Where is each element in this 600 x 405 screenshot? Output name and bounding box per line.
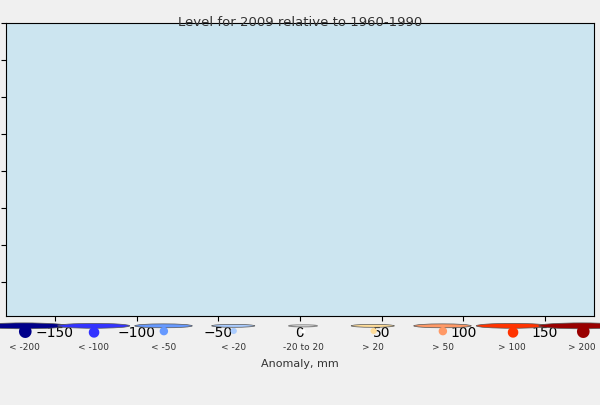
- Text: ●: ●: [230, 326, 237, 335]
- Text: ●: ●: [88, 323, 100, 337]
- Text: -20 to 20: -20 to 20: [283, 342, 323, 351]
- Text: < -200: < -200: [8, 342, 40, 351]
- Circle shape: [539, 323, 600, 329]
- Circle shape: [351, 324, 394, 328]
- Circle shape: [212, 324, 255, 328]
- Text: ●: ●: [506, 323, 518, 337]
- Circle shape: [58, 324, 130, 328]
- Text: > 100: > 100: [499, 342, 526, 351]
- Circle shape: [289, 325, 317, 327]
- Text: > 20: > 20: [362, 342, 383, 351]
- Text: ●: ●: [437, 325, 448, 335]
- Text: ●: ●: [17, 321, 31, 339]
- Text: Level for 2009 relative to 1960-1990: Level for 2009 relative to 1960-1990: [178, 16, 422, 29]
- Text: ●: ●: [575, 321, 589, 339]
- Circle shape: [134, 324, 192, 328]
- Text: ●: ●: [158, 325, 169, 335]
- Text: Anomaly, mm: Anomaly, mm: [261, 358, 339, 369]
- Text: ●: ●: [301, 328, 305, 333]
- Text: < -20: < -20: [221, 342, 246, 351]
- Text: < -100: < -100: [78, 342, 109, 351]
- Text: ●: ●: [369, 326, 376, 335]
- Circle shape: [414, 324, 472, 328]
- Text: > 50: > 50: [431, 342, 454, 351]
- Circle shape: [476, 324, 548, 328]
- Text: > 200: > 200: [568, 342, 596, 351]
- Circle shape: [0, 323, 67, 329]
- Text: < -50: < -50: [151, 342, 176, 351]
